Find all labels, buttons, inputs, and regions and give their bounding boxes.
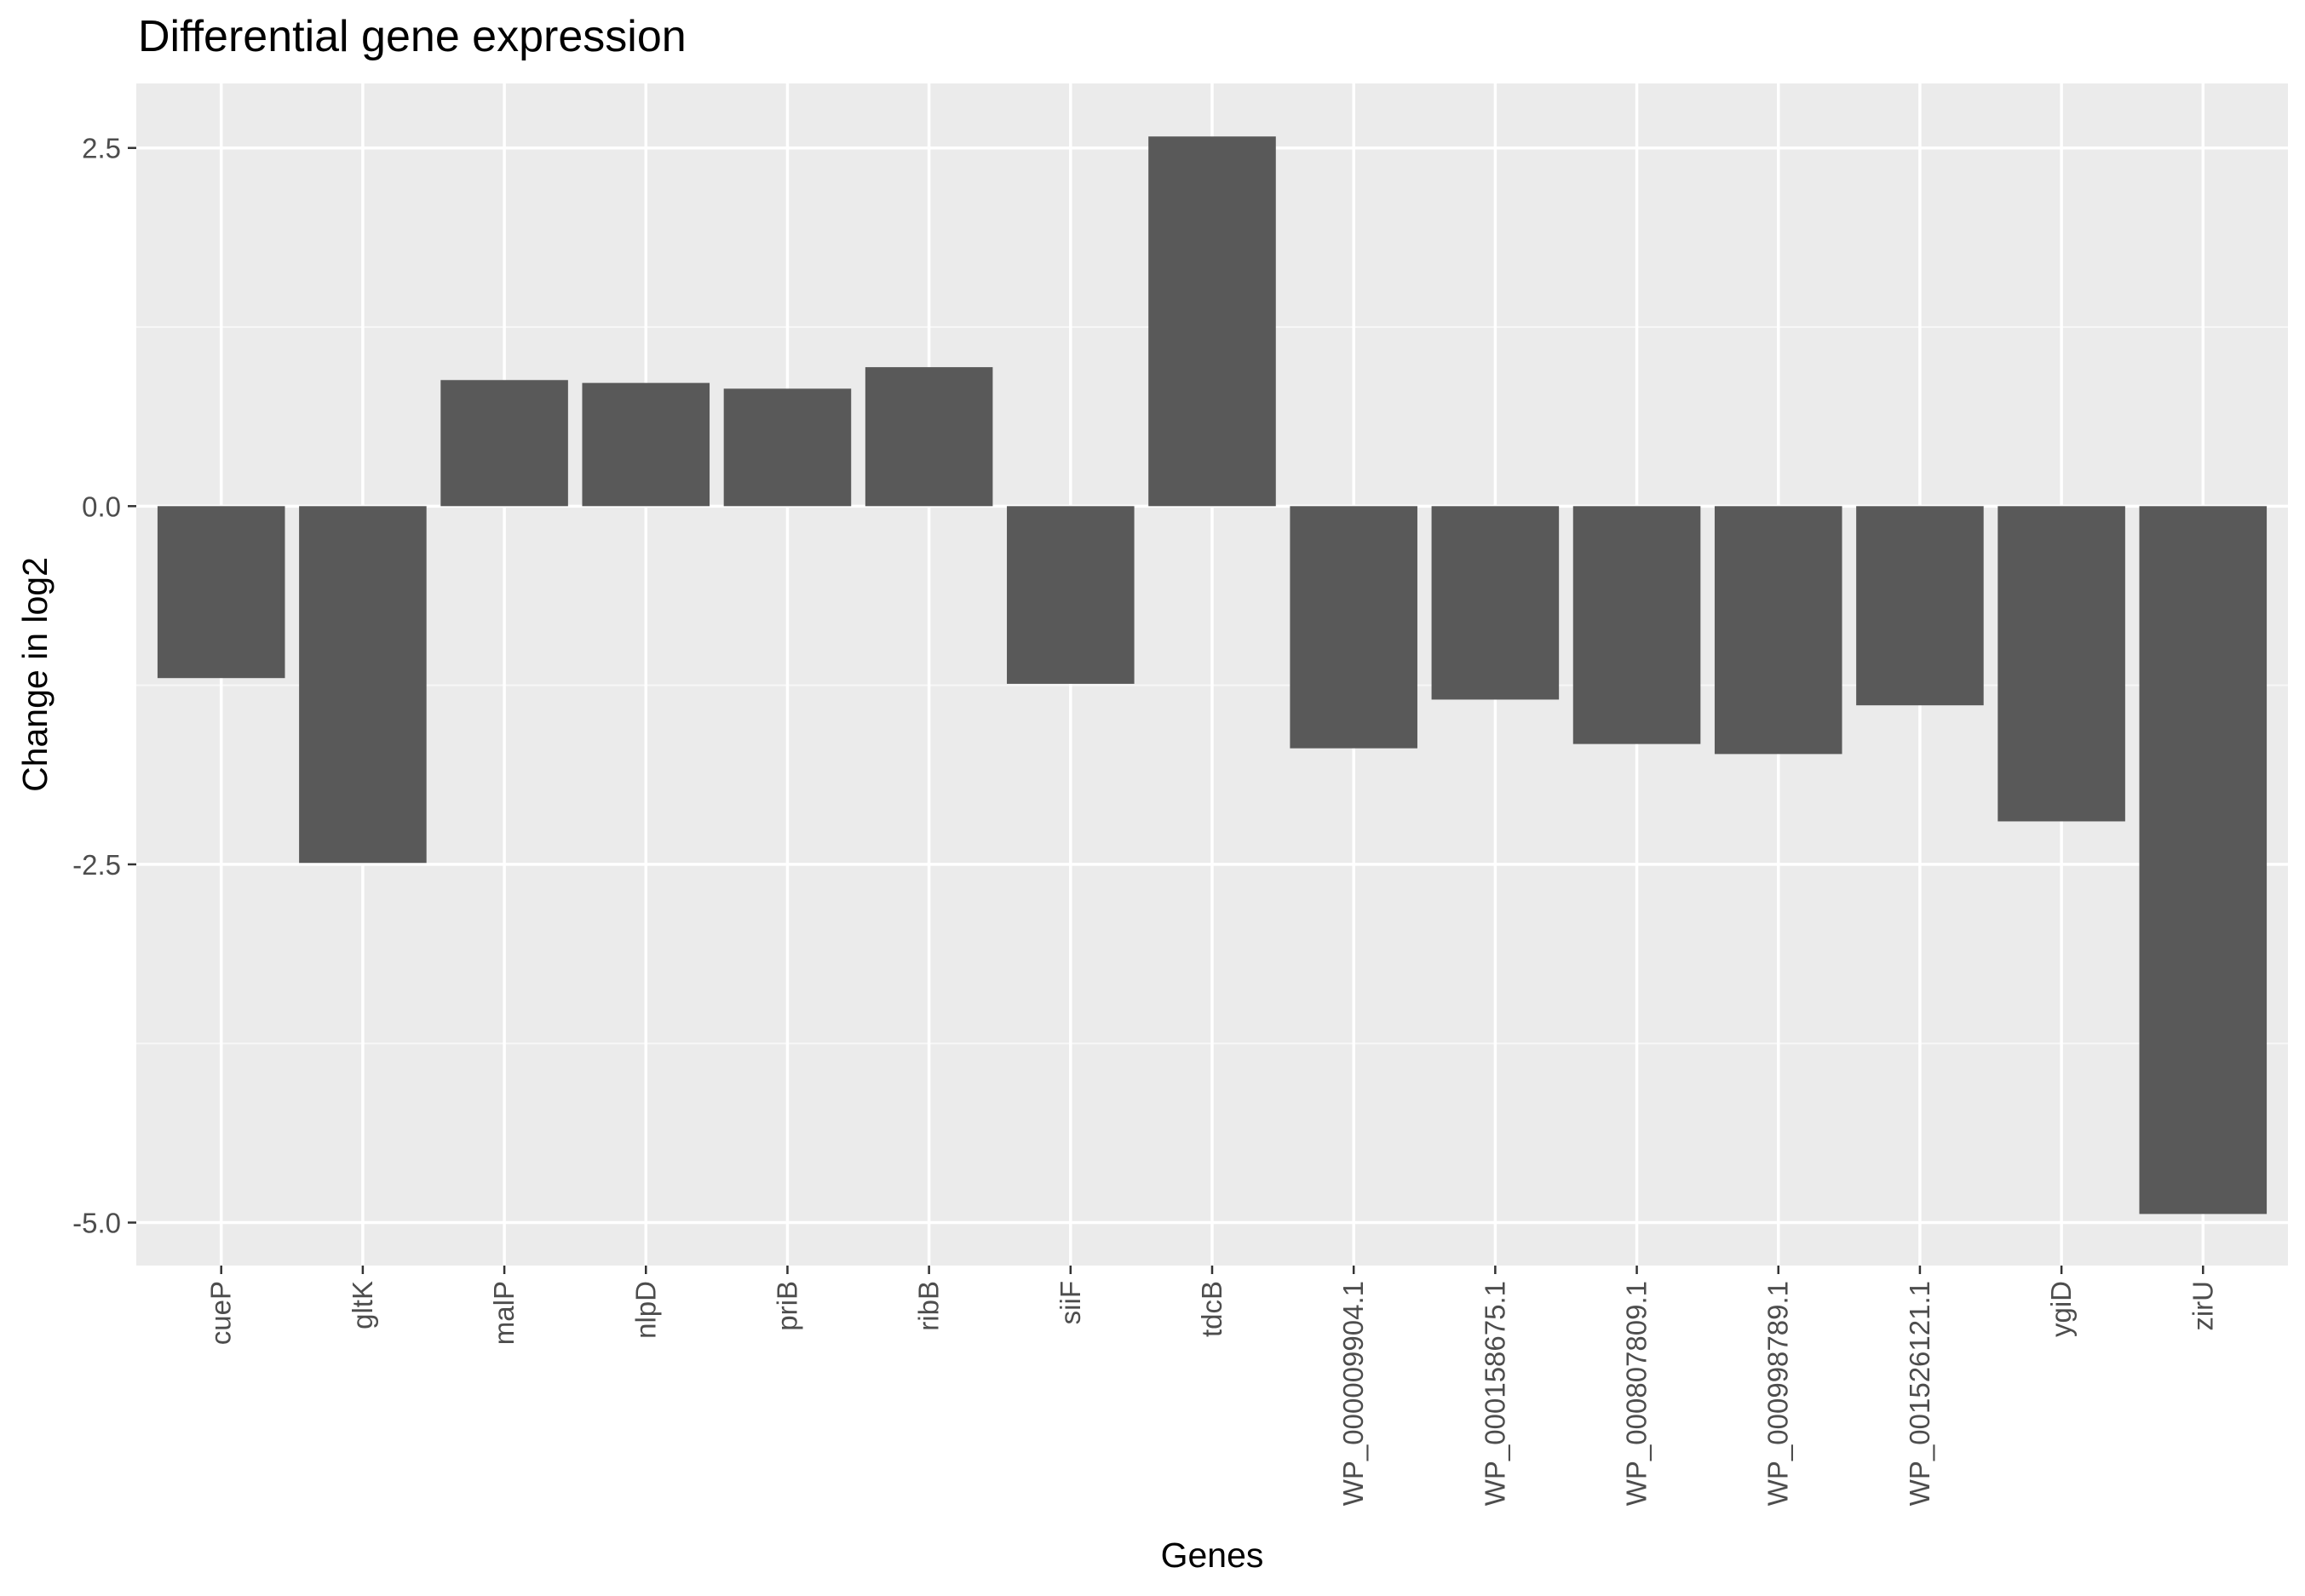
- bar-gltk: [299, 506, 427, 864]
- x-axis: cueP gltK malP nlpD priB ribB siiF tdcB WP_00000…: [205, 1266, 2218, 1506]
- y-axis: 2.5 0.0 -2.5 -5.0: [72, 133, 136, 1239]
- bar-ygid: [1997, 506, 2125, 822]
- bar-tdcb: [1148, 136, 1276, 507]
- bar-wp-000009904-1: [1290, 506, 1417, 749]
- x-tick-label: WP_000009904.1: [1337, 1281, 1369, 1506]
- bars-group: [157, 136, 2268, 1214]
- x-tick-label: malP: [488, 1281, 520, 1345]
- bar-wp-000807809-1: [1572, 506, 1701, 744]
- bar-cuep: [157, 506, 285, 679]
- bar-ribb: [865, 367, 993, 507]
- x-tick-label: WP_000807809.1: [1621, 1281, 1653, 1506]
- bar-prib: [723, 388, 852, 507]
- y-tick-label: 0.0: [82, 491, 121, 522]
- y-tick-label: -5.0: [72, 1208, 121, 1239]
- bar-wp-000998789-1: [1714, 506, 1842, 755]
- y-axis-title: Change in log2: [15, 557, 55, 792]
- x-tick-label: priB: [771, 1281, 802, 1331]
- x-axis-title: Genes: [1161, 1536, 1264, 1575]
- x-tick-label: ribB: [913, 1281, 945, 1331]
- x-tick-label: tdcB: [1196, 1281, 1227, 1337]
- x-tick-label: ygiD: [2045, 1281, 2077, 1337]
- x-tick-label: siiF: [1055, 1281, 1086, 1324]
- x-tick-label: nlpD: [629, 1281, 661, 1339]
- y-tick-label: -2.5: [72, 849, 121, 881]
- x-tick-label: cueP: [205, 1281, 237, 1345]
- bar-wp-001526121-1: [1856, 506, 1984, 706]
- chart-title: Differential gene expression: [138, 12, 687, 61]
- bar-siif: [1007, 506, 1135, 684]
- x-tick-label: gltK: [347, 1281, 378, 1329]
- x-tick-label: zirU: [2187, 1281, 2218, 1331]
- x-tick-label: WP_000158675.1: [1479, 1281, 1510, 1506]
- bar-wp-000158675-1: [1431, 506, 1560, 700]
- x-tick-label: WP_000998789.1: [1762, 1281, 1794, 1506]
- x-tick-label: WP_001526121.1: [1904, 1281, 1935, 1506]
- bar-malp: [440, 380, 568, 507]
- bar-nlpd: [582, 382, 710, 507]
- y-tick-label: 2.5: [82, 133, 121, 164]
- bar-ziru: [2139, 506, 2268, 1214]
